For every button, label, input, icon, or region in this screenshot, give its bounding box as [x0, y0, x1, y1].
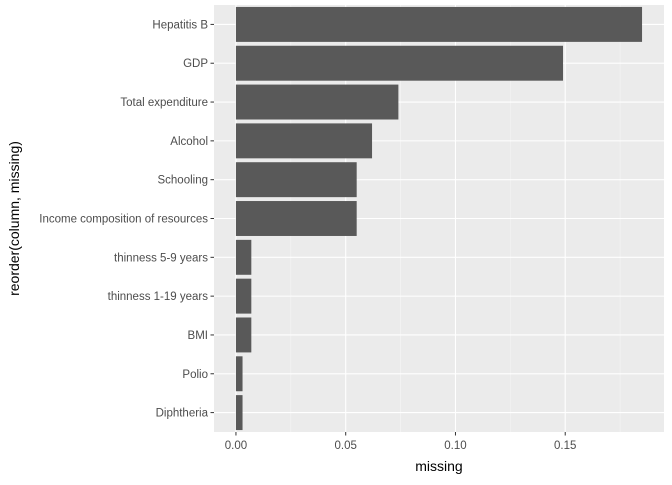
- y-tick-label: thinness 1-19 years: [108, 291, 209, 303]
- y-tick-label: Diphtheria: [156, 408, 209, 420]
- bar-hepatitis-b: [235, 6, 643, 42]
- x-axis-ticks: 0.00 0.05 0.10 0.15: [225, 432, 576, 452]
- bar-diphtheria: [235, 395, 243, 431]
- y-tick-label: BMI: [188, 330, 208, 342]
- bar-polio: [235, 356, 243, 392]
- y-tick-label: Schooling: [157, 175, 208, 187]
- y-tick-label: Income composition of resources: [39, 214, 208, 226]
- bar-income-composition-of-resources: [235, 201, 357, 236]
- x-tick-label: 0.05: [335, 440, 357, 452]
- x-tick-label: 0.15: [554, 440, 576, 452]
- y-axis-ticks: Hepatitis B GDP Total expenditure Alcohol Sc…: [39, 19, 214, 420]
- bar-bmi: [235, 317, 252, 353]
- x-tick-label: 0.00: [225, 440, 247, 452]
- y-tick-label: Hepatitis B: [152, 19, 208, 31]
- y-axis-title: reorder(column, missing): [6, 141, 22, 296]
- bars: [235, 6, 643, 431]
- bar-gdp: [235, 45, 564, 81]
- bar-total-expenditure: [235, 84, 399, 120]
- bar-thinness-5-9-years: [235, 239, 252, 275]
- y-tick-label: Total expenditure: [120, 97, 208, 109]
- bar-schooling: [235, 162, 357, 198]
- bar-alcohol: [235, 123, 373, 159]
- y-tick-label: Polio: [182, 369, 208, 381]
- y-tick-label: thinness 5-9 years: [114, 252, 208, 264]
- y-tick-label: GDP: [183, 58, 208, 70]
- bar-thinness-1-19-years: [235, 278, 252, 314]
- x-tick-label: 0.10: [444, 440, 466, 452]
- y-tick-label: Alcohol: [170, 136, 208, 148]
- x-axis-title: missing: [415, 458, 462, 474]
